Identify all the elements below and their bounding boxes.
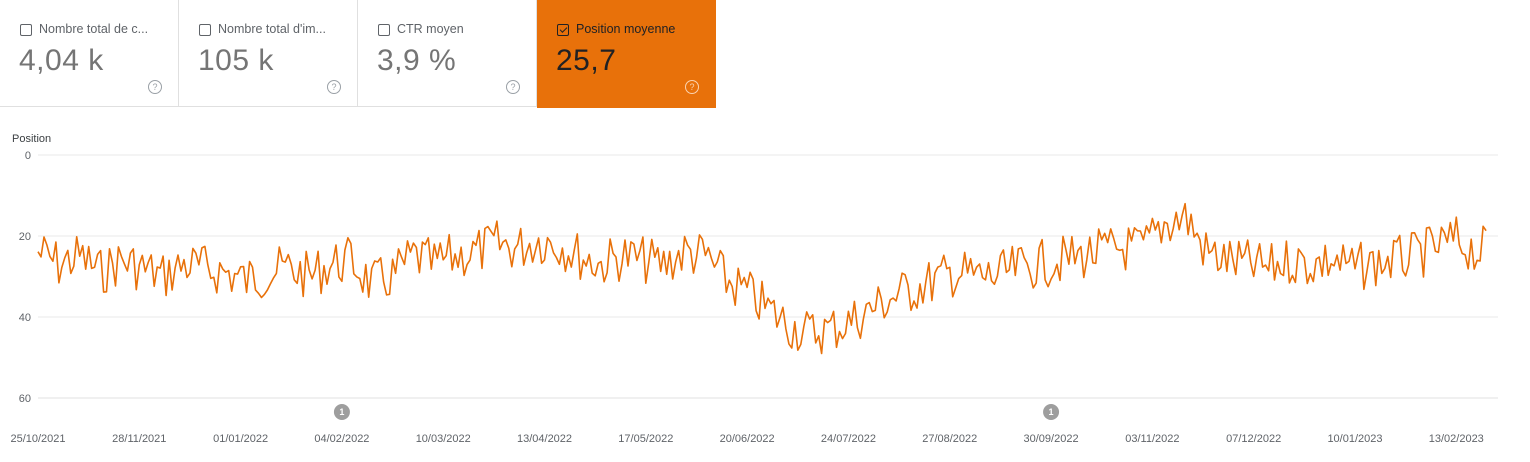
metric-label: Nombre total de c... bbox=[39, 22, 149, 36]
help-icon[interactable]: ? bbox=[327, 80, 341, 94]
x-tick-label: 03/11/2022 bbox=[1125, 433, 1179, 445]
annotation-marker bbox=[333, 404, 350, 420]
check-icon bbox=[559, 25, 567, 33]
x-tick-label: 01/01/2022 bbox=[213, 433, 268, 445]
checkbox[interactable] bbox=[20, 24, 32, 36]
metric-value: 3,9 % bbox=[377, 44, 457, 77]
metric-label: CTR moyen bbox=[397, 22, 464, 36]
x-tick-label: 10/03/2022 bbox=[416, 433, 471, 445]
y-tick-label: 0 bbox=[25, 150, 31, 162]
x-tick-label: 13/02/2023 bbox=[1429, 433, 1484, 445]
metric-value: 105 k bbox=[198, 44, 274, 77]
y-tick-label: 60 bbox=[19, 393, 31, 405]
y-tick-label: 40 bbox=[19, 312, 31, 324]
series-line-position bbox=[37, 202, 1487, 355]
metric-value: 4,04 k bbox=[19, 44, 104, 77]
x-tick-label: 30/09/2022 bbox=[1024, 433, 1079, 445]
x-tick-label: 27/08/2022 bbox=[922, 433, 977, 445]
checkbox[interactable] bbox=[199, 24, 211, 36]
x-tick-label: 17/05/2022 bbox=[618, 433, 673, 445]
x-tick-label: 07/12/2022 bbox=[1226, 433, 1281, 445]
position-chart: Position 0 20 40 60 25/10/2021 28/11/2021 01/… bbox=[10, 133, 1498, 445]
help-icon[interactable]: ? bbox=[685, 80, 699, 94]
x-tick-label: 24/07/2022 bbox=[821, 433, 876, 445]
annotation-label: 1 bbox=[1049, 407, 1054, 417]
x-tick-label: 13/04/2022 bbox=[517, 433, 572, 445]
x-tick-label: 20/06/2022 bbox=[720, 433, 775, 445]
help-icon[interactable]: ? bbox=[148, 80, 162, 94]
x-tick-label: 04/02/2022 bbox=[314, 433, 369, 445]
y-axis-title: Position bbox=[12, 133, 51, 145]
checkbox-checked[interactable] bbox=[557, 24, 569, 36]
x-tick-label: 25/10/2021 bbox=[10, 433, 65, 445]
checkbox[interactable] bbox=[378, 24, 390, 36]
metric-card-avg-ctr[interactable]: CTR moyen 3,9 % ? bbox=[358, 0, 537, 107]
x-tick-label: 28/11/2021 bbox=[112, 433, 166, 445]
metric-label: Position moyenne bbox=[576, 22, 676, 36]
annotation-label: 1 bbox=[339, 407, 344, 417]
x-tick-label: 10/01/2023 bbox=[1327, 433, 1382, 445]
help-icon[interactable]: ? bbox=[506, 80, 520, 94]
metric-value: 25,7 bbox=[556, 44, 617, 77]
y-tick-label: 20 bbox=[19, 231, 31, 243]
metric-cards: Nombre total de c... 4,04 k ? Nombre tot… bbox=[0, 0, 716, 108]
metric-label: Nombre total d'im... bbox=[218, 22, 326, 36]
annotation-marker bbox=[1043, 404, 1060, 420]
metric-card-avg-position[interactable]: Position moyenne 25,7 ? bbox=[537, 0, 716, 108]
metric-card-total-impressions[interactable]: Nombre total d'im... 105 k ? bbox=[179, 0, 358, 107]
metric-card-total-clicks[interactable]: Nombre total de c... 4,04 k ? bbox=[0, 0, 179, 107]
